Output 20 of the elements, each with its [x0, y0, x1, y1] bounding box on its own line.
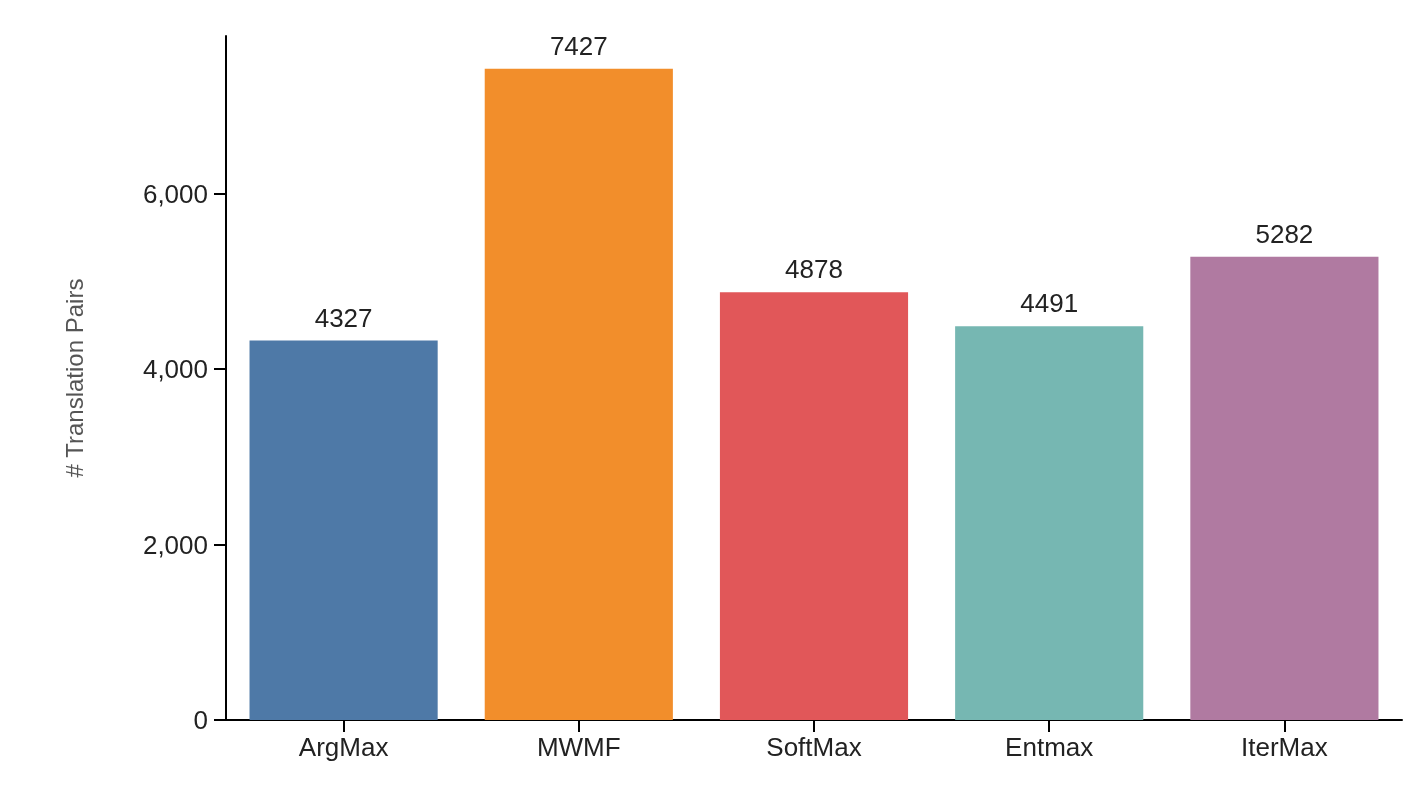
bar [1190, 256, 1379, 720]
bar [484, 68, 673, 720]
y-tick-label: 2,000 [142, 529, 208, 560]
x-tick-label: ArgMax [298, 732, 389, 762]
x-tick-label: MWMF [536, 732, 621, 762]
data-label: 4327 [314, 302, 373, 333]
y-tick-label: 4,000 [142, 354, 208, 385]
x-tick-label: Entmax [1005, 732, 1094, 762]
x-tick-label: IterMax [1241, 732, 1328, 762]
data-label: 7427 [549, 30, 608, 61]
data-label: 4491 [1020, 288, 1079, 319]
y-tick-label: 6,000 [142, 178, 208, 209]
bar [955, 326, 1144, 720]
bar [249, 340, 438, 720]
x-tick-label: SoftMax [766, 732, 862, 762]
data-label: 5282 [1255, 218, 1314, 249]
data-label: 4878 [785, 254, 843, 285]
y-axis-title: # Translation Pairs [60, 278, 88, 478]
y-tick-label: 0 [193, 705, 208, 735]
bar [719, 292, 909, 720]
